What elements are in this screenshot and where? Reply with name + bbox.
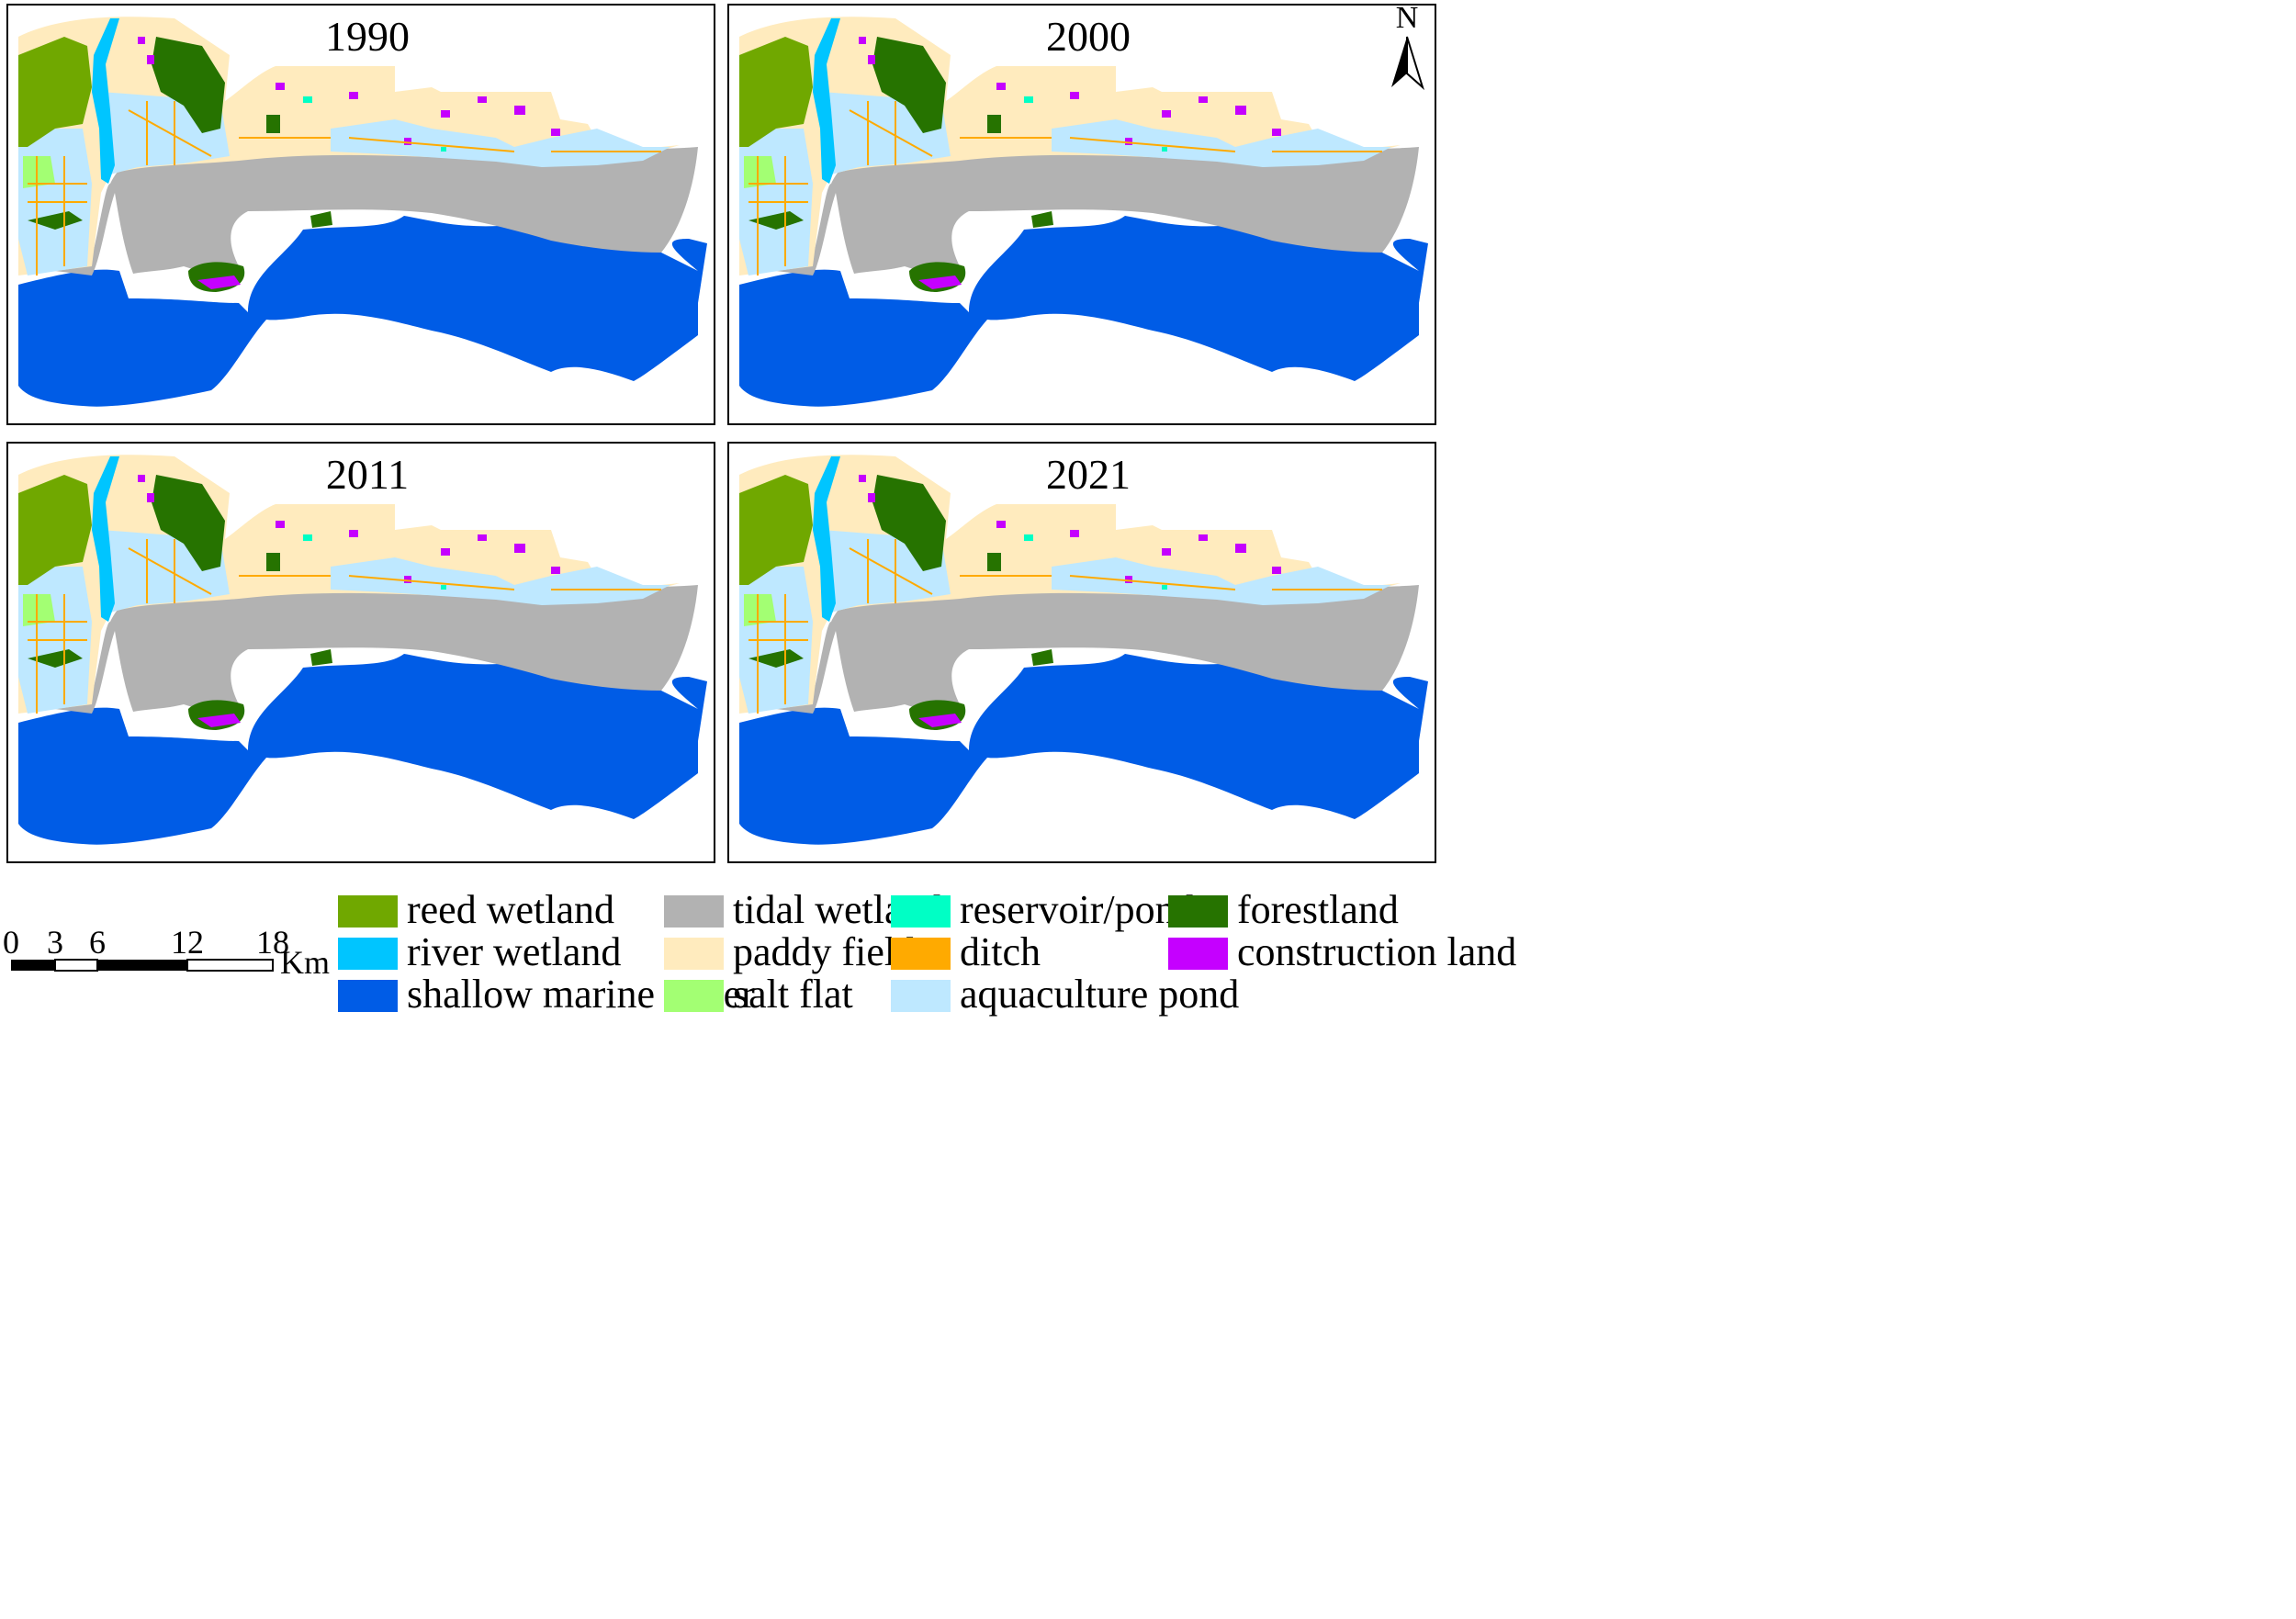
legend-swatch (338, 938, 398, 970)
year-label: 2000 (1046, 13, 1131, 60)
map-panel-2021: 2021 (727, 442, 1436, 863)
legend-swatch (664, 938, 724, 970)
scale-tick-label: 3 (47, 924, 63, 961)
year-label: 2011 (326, 451, 409, 498)
map-panel-2011: 2011 (6, 442, 715, 863)
legend-label: reservoir/pond (960, 887, 1196, 932)
legend-swatch (891, 938, 951, 970)
legend-swatch (664, 895, 724, 928)
north-label: N (1396, 1, 1419, 35)
scale-unit: Km (280, 944, 330, 981)
legend-swatch (338, 980, 398, 1012)
scale-tick-label: 12 (171, 924, 204, 961)
legend-swatch (891, 895, 951, 928)
map-panel-2000: 2000 N (727, 1, 1436, 425)
legend-label: forestland (1237, 887, 1399, 932)
legend-label: salt flat (733, 972, 853, 1017)
legend-label: construction land (1237, 929, 1516, 974)
legend-swatch (891, 980, 951, 1012)
legend-swatch (1168, 938, 1228, 970)
north-arrow-icon: N (1391, 1, 1425, 91)
legend-swatch (664, 980, 724, 1012)
legend-label: paddy field (733, 929, 916, 974)
scale-tick-label: 18 (256, 924, 289, 961)
legend-swatch (1168, 895, 1228, 928)
legend-label: ditch (960, 929, 1041, 974)
legend-label: reed wetland (407, 887, 614, 932)
legend-label: aquaculture pond (960, 972, 1239, 1017)
year-label: 1990 (325, 13, 410, 60)
scale-bar: 0 3 6 12 18 Km (3, 924, 330, 981)
year-label: 2021 (1046, 451, 1131, 498)
scale-tick-label: 6 (89, 924, 106, 961)
map-panel-1990: 1990 (6, 4, 715, 425)
legend: reed wetland river wetland shallow marin… (338, 887, 1516, 1017)
scale-tick-label: 0 (3, 924, 19, 961)
legend-swatch (338, 895, 398, 928)
legend-label: river wetland (407, 929, 621, 974)
